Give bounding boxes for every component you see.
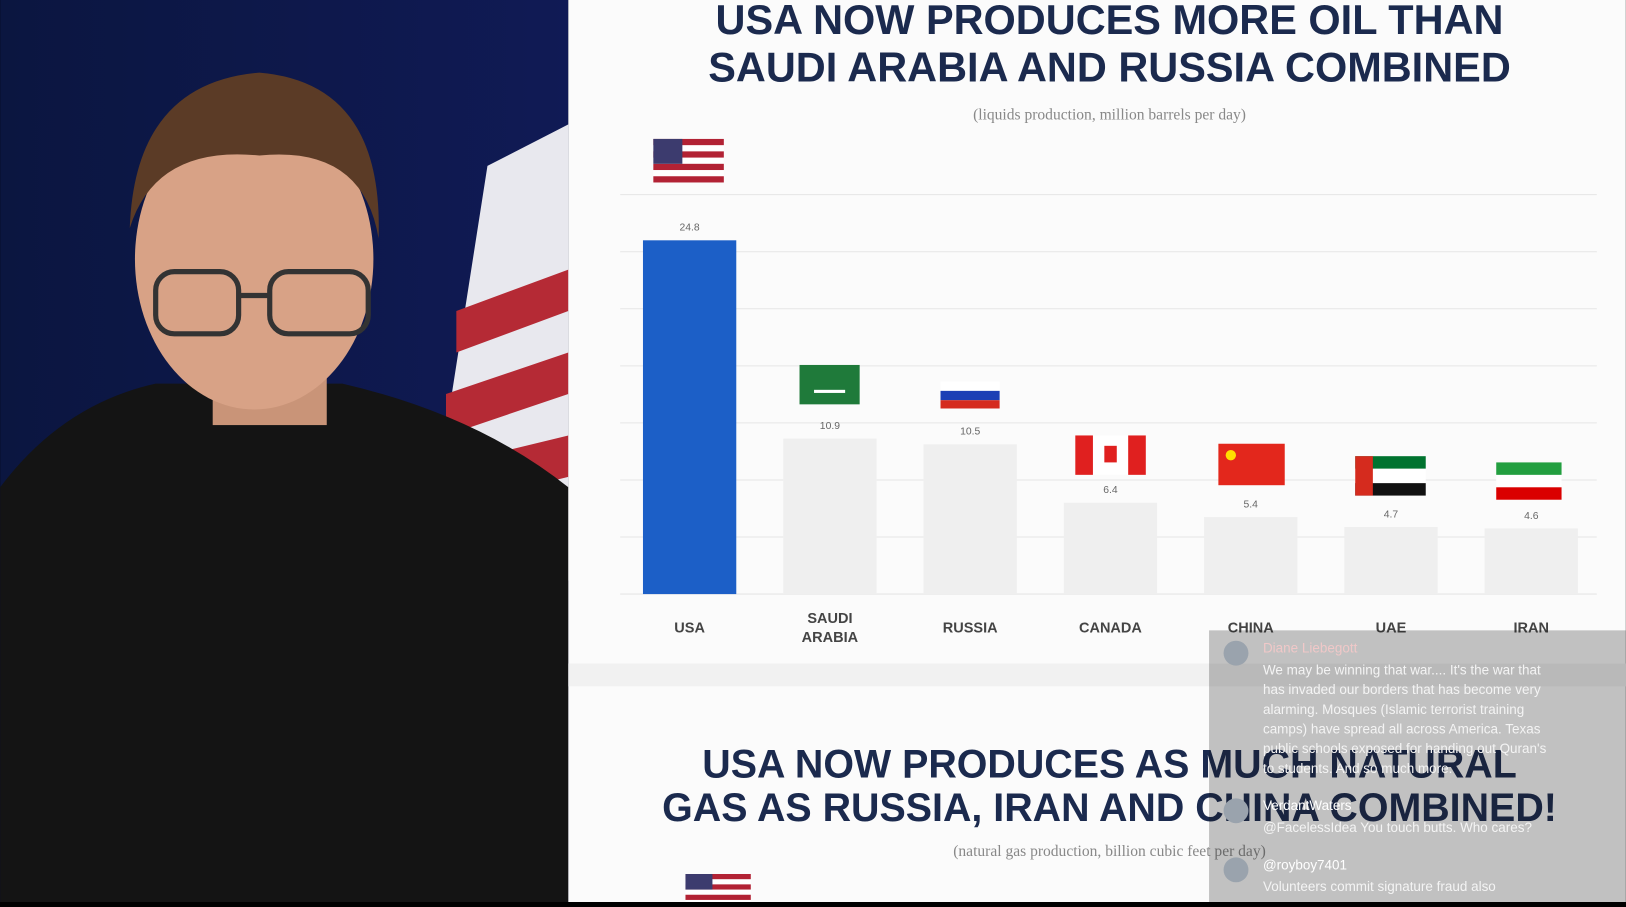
value-label: 5.4 [1244, 499, 1259, 510]
comment-user: VerdantWaters [1263, 798, 1352, 813]
bar [1063, 502, 1158, 595]
x-tick-label: CHINA [1227, 618, 1274, 636]
bar [1344, 527, 1438, 595]
avatar [1223, 640, 1249, 666]
comment-text: public schools exposed for handing out Q… [1263, 741, 1547, 756]
comment-text: has invaded our borders that has become … [1263, 682, 1541, 697]
comment-text: camps) have spread all across America. T… [1263, 721, 1541, 736]
comments: Diane Liebegott We may be winning that wa… [1223, 640, 1547, 894]
comment-text: We may be winning that war.... It's the … [1263, 662, 1541, 677]
next-subtitle: (natural gas production, billion cubic f… [953, 843, 1266, 860]
x-tick-label: SAUDI ARABIA [801, 609, 859, 645]
avatar [1223, 857, 1249, 883]
bar [783, 438, 877, 595]
flags [653, 138, 1562, 500]
x-tick-label: CANADA [1078, 618, 1142, 636]
flag [685, 874, 751, 902]
bar [642, 240, 737, 595]
chart-title: USA NOW PRODUCES MORE OIL THAN [716, 0, 1504, 43]
chart-title: SAUDI ARABIA AND RUSSIA COMBINED [708, 43, 1511, 90]
value-label: 24.8 [680, 223, 700, 234]
x-tick-label: IRAN [1513, 618, 1550, 636]
x-tick-label: UAE [1375, 618, 1407, 636]
value-label: 4.6 [1524, 511, 1539, 522]
x-tick-label: UAE [1375, 618, 1407, 636]
x-tick-label: SAUDI ARABIA [801, 609, 859, 645]
value-label: 10.9 [820, 421, 840, 432]
next-title: GAS AS RUSSIA, IRAN AND CHINA COMBINED! [662, 786, 1557, 830]
x-tick-label: CANADA [1078, 618, 1142, 636]
chart-subtitle: (liquids production, million barrels per… [973, 107, 1246, 124]
presenter [0, 72, 569, 902]
bar [1484, 528, 1578, 595]
x-tick-label: USA [674, 618, 705, 636]
comment-text: to students. And so much more. [1263, 761, 1452, 776]
x-tick-label: CHINA [1227, 618, 1274, 636]
comment-text: @FacelessIdea You touch butts. Who cares… [1263, 820, 1532, 835]
x-tick-label: RUSSIA [942, 618, 998, 636]
comment-text: alarming. Mosques (Islamic terrorist tra… [1263, 702, 1524, 717]
comments-overlay [1209, 630, 1626, 902]
slide-divider [568, 663, 1626, 687]
avatar [1223, 798, 1249, 824]
value-label: 10.5 [960, 427, 980, 438]
comment-user: @royboy7401 [1263, 857, 1347, 872]
x-tick-label: IRAN [1513, 618, 1550, 636]
next-title: USA NOW PRODUCES AS MUCH NATURAL [702, 743, 1516, 787]
comment-user: Diane Liebegott [1263, 641, 1358, 656]
value-label: 4.7 [1384, 509, 1399, 520]
bar [923, 444, 1017, 595]
x-tick-label: USA [674, 618, 705, 636]
value-label: 6.4 [1103, 485, 1118, 496]
x-tick-label: RUSSIA [942, 618, 998, 636]
bar [1204, 517, 1298, 595]
comment-text: Volunteers commit signature fraud also [1263, 879, 1496, 894]
